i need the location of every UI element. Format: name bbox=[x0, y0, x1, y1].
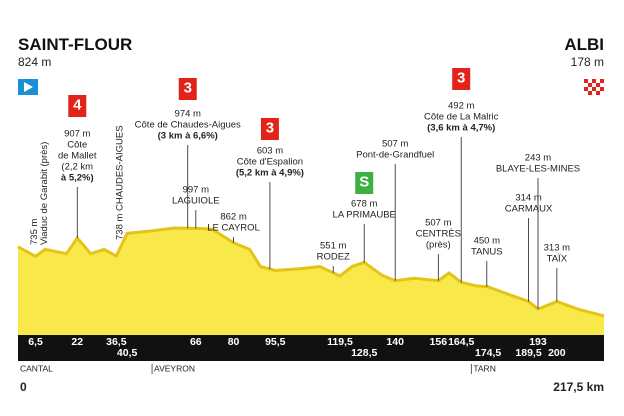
place-label: (3 km à 6,6%) bbox=[158, 130, 218, 141]
annotation: 862 mLE CAYROL bbox=[207, 211, 260, 243]
place-label: CENTRÈS bbox=[416, 228, 461, 239]
annotation: 738 m CHAUDES-AIGUES bbox=[115, 125, 126, 240]
km-band bbox=[18, 335, 604, 361]
start-elevation: 824 m bbox=[18, 55, 51, 69]
region-name: TARN bbox=[473, 363, 496, 373]
start-icon bbox=[18, 79, 38, 95]
km-marker: 40,5 bbox=[117, 347, 138, 359]
profile-line bbox=[17, 226, 605, 318]
place-label: 997 m bbox=[183, 184, 209, 195]
place-label: LE CAYROL bbox=[207, 222, 260, 233]
climb-category: S bbox=[359, 173, 369, 190]
place-label: Côte bbox=[67, 139, 87, 150]
km-marker: 189,5 bbox=[515, 347, 541, 359]
climb-badge bbox=[68, 95, 87, 117]
finish-elevation: 178 m bbox=[571, 55, 604, 69]
place-label: 862 m bbox=[220, 211, 246, 222]
place-label: TAÏX bbox=[547, 253, 568, 264]
place-label: (3,6 km à 4,7%) bbox=[427, 122, 495, 133]
place-label: Côte d'Espalion bbox=[237, 156, 303, 167]
place-label: 603 m bbox=[257, 145, 283, 156]
km-marker: 164,5 bbox=[448, 336, 474, 348]
km-marker: 95,5 bbox=[265, 336, 286, 348]
place-label: 678 m bbox=[351, 198, 377, 209]
place-label: 313 m bbox=[544, 242, 570, 253]
km-marker: 128,5 bbox=[351, 347, 377, 359]
place-label: 974 m bbox=[175, 108, 201, 119]
climb-badge bbox=[452, 68, 471, 90]
place-label: à 5,2%) bbox=[61, 172, 94, 183]
place-label: 243 m bbox=[525, 152, 551, 163]
place-label: CARMAUX bbox=[505, 203, 553, 214]
place-label: 551 m bbox=[320, 240, 346, 251]
place-label: 492 m bbox=[448, 100, 474, 111]
region-name: CANTAL bbox=[20, 363, 53, 373]
km-marker: 36,5 bbox=[106, 336, 127, 348]
climb-category: 3 bbox=[184, 79, 192, 96]
place-label: 450 m bbox=[474, 235, 500, 246]
x-tick-label: 0 bbox=[20, 380, 27, 394]
climb-category: 3 bbox=[457, 69, 465, 86]
place-label: Côte de La Malric bbox=[424, 111, 499, 122]
climb-badge bbox=[260, 118, 279, 140]
place-label: RODEZ bbox=[317, 251, 350, 262]
place-label: 735 m bbox=[29, 219, 40, 245]
climb-badge bbox=[355, 172, 374, 194]
place-label: (2,2 km bbox=[61, 161, 93, 172]
km-marker: 80 bbox=[228, 336, 240, 348]
place-label: 507 m bbox=[425, 217, 451, 228]
place-label: TANUS bbox=[471, 246, 503, 257]
km-marker: 140 bbox=[386, 336, 404, 348]
place-label: 314 m bbox=[515, 192, 541, 203]
annotation: 735 m Viaduc de Garabit (près) bbox=[29, 142, 50, 245]
km-marker: 200 bbox=[548, 347, 566, 359]
place-label: (près) bbox=[426, 239, 451, 250]
place-label: 907 m bbox=[64, 128, 90, 139]
km-marker: 156 bbox=[430, 336, 448, 348]
finish-name: ALBI bbox=[564, 35, 604, 54]
place-label: Viaduc de Garabit (près) bbox=[39, 142, 50, 245]
km-marker: 174,5 bbox=[475, 347, 501, 359]
km-marker: 6,5 bbox=[28, 336, 43, 348]
place-label: de Mallet bbox=[58, 150, 97, 161]
annotation: S 678 mLA PRIMAUBE bbox=[333, 172, 396, 263]
km-marker: 66 bbox=[190, 336, 202, 348]
km-marker: 193 bbox=[529, 336, 547, 348]
place-label: Pont-de-Grandfuel bbox=[356, 149, 434, 160]
climb-badge bbox=[178, 78, 197, 100]
place-label: 738 m CHAUDES-AIGUES bbox=[115, 125, 126, 240]
place-label: 507 m bbox=[382, 138, 408, 149]
place-label: (5,2 km à 4,9%) bbox=[236, 167, 304, 178]
finish-icon bbox=[584, 79, 604, 95]
place-label: LAGUIOLE bbox=[172, 195, 220, 206]
km-marker: 119,5 bbox=[327, 336, 353, 348]
start-name: SAINT-FLOUR bbox=[18, 35, 132, 54]
x-tick-label: 217,5 km bbox=[553, 380, 604, 394]
profile-area bbox=[18, 228, 604, 335]
region-name: AVEYRON bbox=[154, 363, 195, 373]
climb-category: 3 bbox=[266, 119, 274, 136]
place-label: LA PRIMAUBE bbox=[333, 209, 396, 220]
climb-category: 4 bbox=[73, 96, 82, 113]
place-label: Côte de Chaudes-Aigues bbox=[135, 119, 241, 130]
place-label: BLAYE-LES-MINES bbox=[496, 163, 580, 174]
km-marker: 22 bbox=[71, 336, 83, 348]
